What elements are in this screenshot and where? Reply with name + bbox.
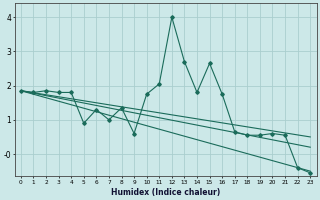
X-axis label: Humidex (Indice chaleur): Humidex (Indice chaleur) xyxy=(111,188,220,197)
